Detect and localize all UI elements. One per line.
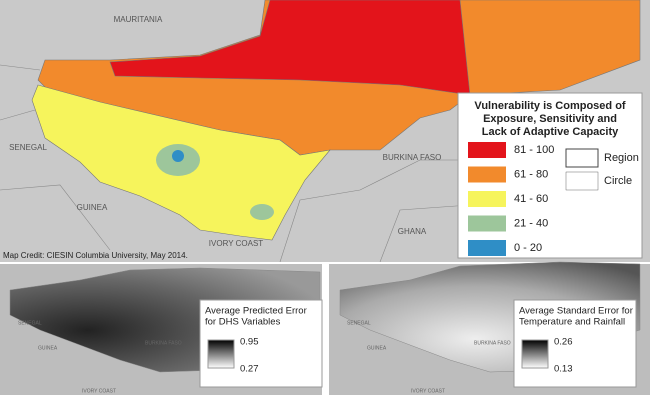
country-label: MAURITANIA [114,15,163,24]
ramp-max-label: 0.26 [554,337,573,348]
error-legend-title: Temperature and Rainfall [519,317,625,328]
country-label: SENEGAL [9,143,47,152]
country-label: BURKINA FASO [145,340,182,346]
map-credit: Map Credit: CIESIN Columbia University, … [3,251,188,260]
legend-label: Circle [604,175,632,187]
country-label: IVORY COAST [82,388,116,394]
legend-title: Lack of Adaptive Capacity [482,126,619,138]
country-label: SENEGAL [18,320,42,326]
legend-swatch [468,142,506,158]
color-ramp [521,339,549,369]
legend-swatch [565,148,599,168]
zone-0-20 [172,150,184,162]
legend-title: Exposure, Sensitivity and [483,113,617,125]
zone-21-40 [250,204,274,220]
ramp-min-label: 0.13 [554,364,573,375]
country-label: BURKINA FASO [383,153,442,162]
country-label: IVORY COAST [209,239,264,248]
borders [0,64,520,263]
legend-label: 41 - 60 [514,193,548,205]
legend-label: 61 - 80 [514,168,548,180]
legend-label: 0 - 20 [514,242,542,254]
country-label: SENEGAL [347,320,371,326]
error-legend-title: Average Standard Error for [519,306,633,317]
legend-title: Vulnerability is Composed of [474,100,626,112]
zone-81-100 [109,0,471,96]
error-legend-title: for DHS Variables [205,317,281,328]
country-label: GUINEA [77,203,108,212]
legend-swatch [468,215,506,232]
ramp-min-label: 0.27 [240,364,259,375]
legend-swatch [468,166,506,183]
legend-label: Region [604,152,639,164]
country-label: IVORY COAST [411,388,445,394]
ramp-max-label: 0.95 [240,337,259,348]
legend-swatch [468,240,506,256]
legend-label: 21 - 40 [514,217,548,229]
legend-swatch [565,171,599,191]
country-label: GUINEA [38,345,58,351]
legend-label: 81 - 100 [514,144,554,156]
legend-swatch [468,191,506,207]
error-legend-title: Average Predicted Error [205,306,307,317]
country-label: BURKINA FASO [474,340,511,346]
country-label: GUINEA [367,345,387,351]
country-label: GHANA [398,227,427,236]
color-ramp [207,339,235,369]
